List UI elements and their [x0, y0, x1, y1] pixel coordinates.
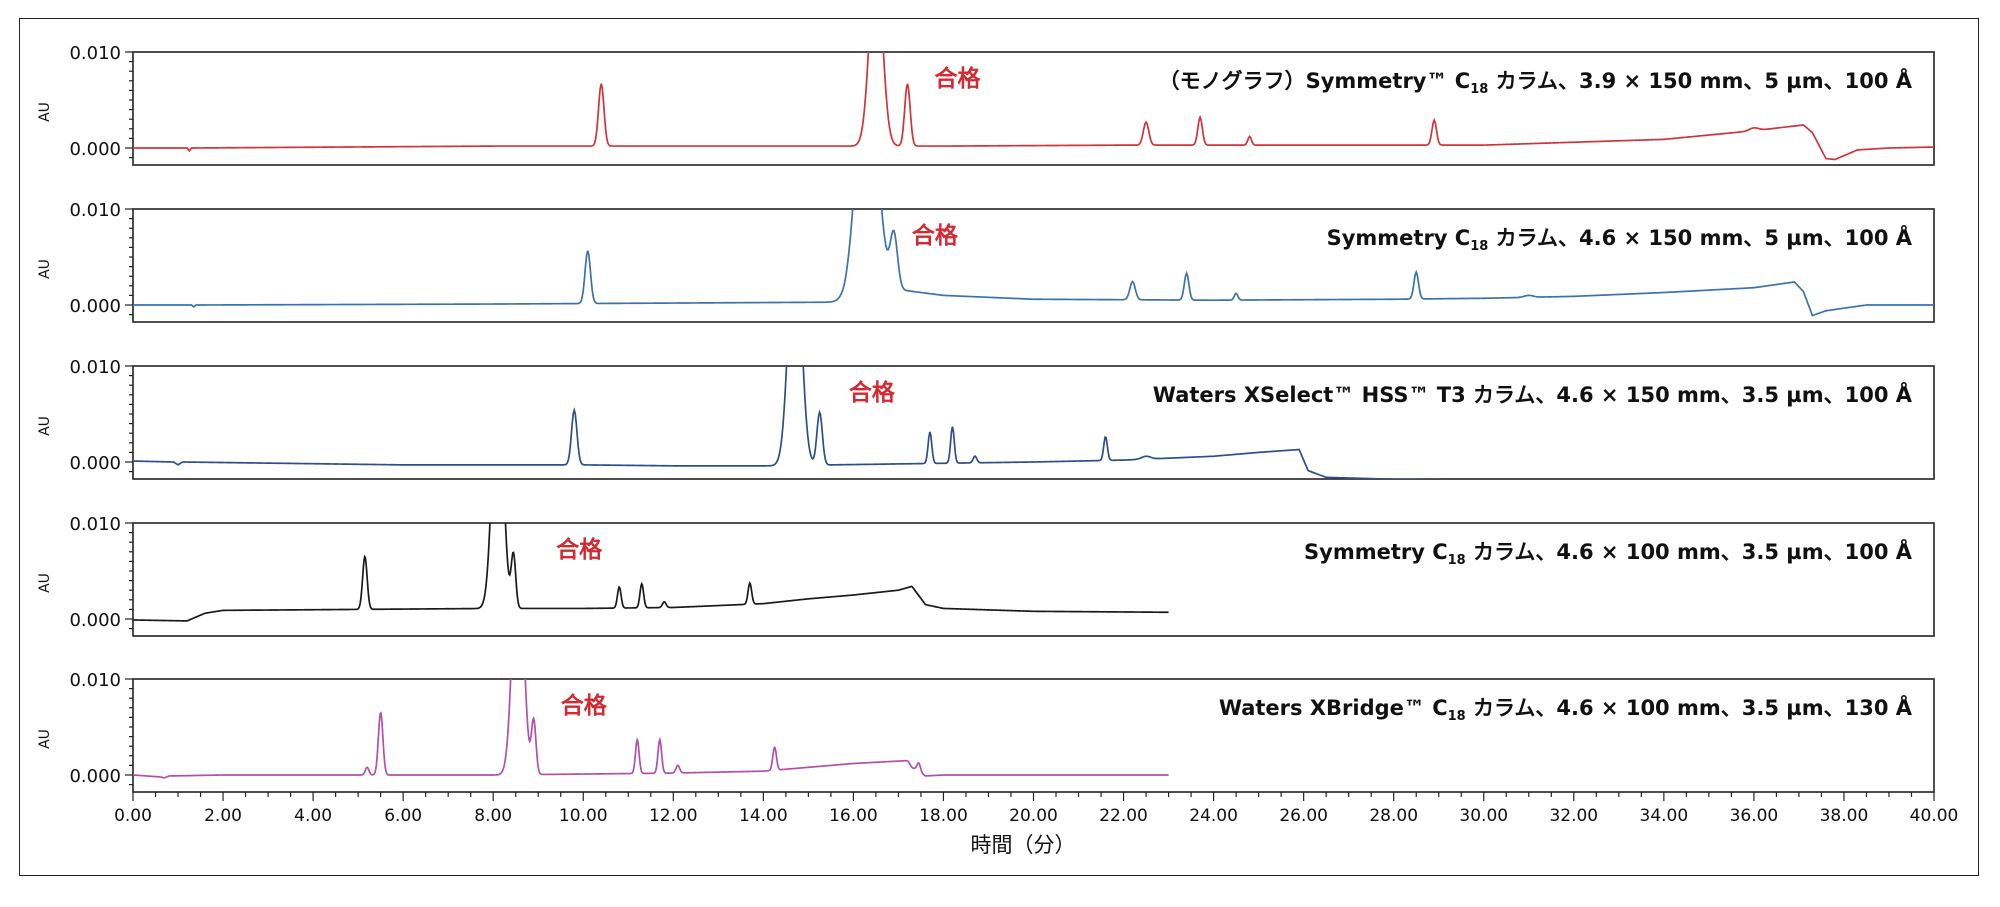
panel-title: （モノグラフ）Symmetry™ C18 カラム、3.9 × 150 mm、5 …	[1159, 68, 1913, 97]
pass-label: 合格	[934, 65, 981, 92]
panel-2: 0.010 0.000 AU 合格 Symmetry C18 カラム、4.6 × 150…	[37, 200, 1935, 323]
series-trace	[133, 679, 1169, 779]
x-tick-label: 6.00	[384, 806, 422, 826]
x-tick-label: 40.00	[1910, 806, 1959, 826]
panel-title-text: Waters XBridge™ C	[1219, 696, 1448, 720]
y-axis-label: AU	[37, 729, 53, 749]
panel-title-text: （モノグラフ）Symmetry™ C	[1159, 69, 1471, 93]
panel-title: Symmetry C18 カラム、4.6 × 150 mm、5 µm、100 Å	[1327, 225, 1913, 254]
x-tick-label: 0.00	[114, 806, 152, 826]
panel-title-text: カラム、3.9 × 150 mm、5 µm、100 Å	[1488, 68, 1912, 93]
x-tick-label: 18.00	[919, 806, 968, 826]
panel-frame	[132, 51, 1935, 166]
panel-title-text: Waters XSelect™ HSS™ T3 カラム、4.6 × 150 mm…	[1153, 382, 1913, 407]
panel-4: 0.010 0.000 AU 合格 Symmetry C18 カラム、4.6 × 100…	[37, 514, 1935, 637]
y-axis-label: AU	[37, 259, 53, 279]
pass-label: 合格	[561, 692, 608, 719]
y-axis-label: AU	[37, 573, 53, 593]
y-tick-label: 0.000	[69, 453, 121, 474]
panel-title-text: Symmetry C	[1327, 226, 1471, 250]
panel-title: Waters XBridge™ C18 カラム、4.6 × 100 mm、3.5…	[1219, 695, 1913, 724]
series-trace	[133, 209, 1934, 317]
panel-5: 0.010 0.000 AU 合格 Waters XBridge™ C18 カラム、4.…	[37, 670, 1935, 793]
pass-label: 合格	[912, 222, 959, 249]
panel-title-subscript: 18	[1470, 82, 1488, 97]
series-trace	[133, 52, 1934, 161]
panel-title-subscript: 18	[1448, 709, 1466, 724]
panel-frame	[132, 208, 1935, 323]
series-trace	[133, 366, 1447, 479]
x-axis: 0.00 2.00 4.00 6.00 8.00 10.00 12.00 14.00 16.00…	[114, 792, 1958, 826]
y-tick-label: 0.000	[69, 610, 121, 631]
panel-title-text: カラム、4.6 × 100 mm、3.5 µm、130 Å	[1466, 695, 1913, 720]
x-tick-label: 30.00	[1459, 806, 1508, 826]
panel-title: Symmetry C18 カラム、4.6 × 100 mm、3.5 µm、100…	[1304, 539, 1913, 568]
y-tick-label: 0.000	[69, 139, 121, 160]
x-tick-label: 2.00	[204, 806, 242, 826]
x-tick-label: 38.00	[1820, 806, 1869, 826]
series-trace	[133, 523, 1169, 622]
x-tick-label: 32.00	[1549, 806, 1598, 826]
panel-title-text: カラム、4.6 × 100 mm、3.5 µm、100 Å	[1466, 539, 1913, 564]
panel-frame	[132, 522, 1935, 637]
y-axis-label: AU	[37, 102, 53, 122]
x-tick-label: 4.00	[294, 806, 332, 826]
y-tick-label: 0.010	[69, 43, 121, 64]
x-tick-label: 28.00	[1369, 806, 1418, 826]
panel-1: 0.010 0.000 AU 合格 （モノグラフ）Symmetry™ C18 カラム、3…	[37, 43, 1935, 166]
y-tick-label: 0.010	[69, 200, 121, 221]
x-tick-label: 8.00	[474, 806, 512, 826]
panel-3: 0.010 0.000 AU 合格 Waters XSelect™ HSS™ T3 カラ…	[37, 357, 1935, 480]
x-tick-label: 34.00	[1640, 806, 1689, 826]
x-tick-label: 10.00	[559, 806, 608, 826]
panel-title-subscript: 18	[1448, 553, 1466, 568]
panel-frame	[132, 365, 1935, 480]
panel-title-text: カラム、4.6 × 150 mm、5 µm、100 Å	[1488, 225, 1912, 250]
figure-frame	[19, 18, 1979, 876]
x-tick-label: 12.00	[649, 806, 698, 826]
y-tick-label: 0.000	[69, 296, 121, 317]
y-axis-label: AU	[37, 416, 53, 436]
x-axis-label: 時間（分）	[971, 833, 1076, 857]
x-tick-label: 22.00	[1099, 806, 1148, 826]
panel-title-subscript: 18	[1470, 239, 1488, 254]
y-tick-label: 0.010	[69, 514, 121, 535]
x-tick-label: 36.00	[1730, 806, 1779, 826]
x-tick-label: 14.00	[739, 806, 788, 826]
pass-label: 合格	[849, 379, 896, 406]
y-tick-label: 0.010	[69, 670, 121, 691]
x-tick-label: 24.00	[1189, 806, 1238, 826]
pass-label: 合格	[556, 536, 603, 563]
panel-title-text: Symmetry C	[1304, 540, 1448, 564]
y-tick-label: 0.010	[69, 357, 121, 378]
y-tick-label: 0.000	[69, 766, 121, 787]
x-tick-label: 16.00	[829, 806, 878, 826]
panel-title: Waters XSelect™ HSS™ T3 カラム、4.6 × 150 mm…	[1153, 382, 1913, 407]
x-tick-label: 26.00	[1279, 806, 1328, 826]
x-tick-label: 20.00	[1009, 806, 1058, 826]
